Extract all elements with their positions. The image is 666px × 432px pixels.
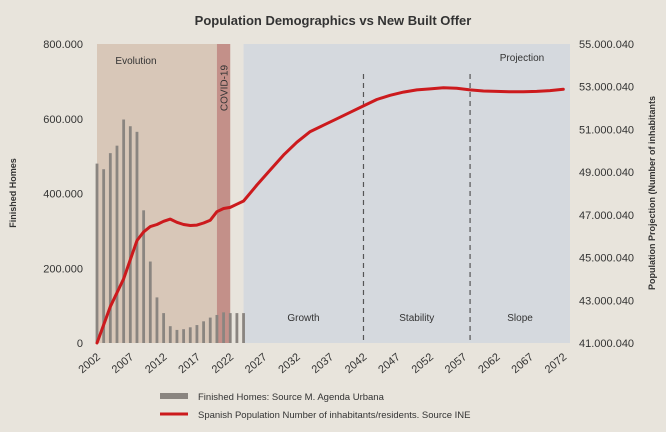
bar bbox=[115, 145, 119, 343]
covid-label: COVID-19 bbox=[220, 65, 231, 112]
bar bbox=[148, 261, 152, 343]
legend-bar-label: Finished Homes: Source M. Agenda Urbana bbox=[198, 392, 385, 403]
x-tick-label: 2037 bbox=[310, 351, 336, 376]
y-left-ticks: 0 200.000 400.000 600.000 800.000 bbox=[43, 39, 83, 350]
bar bbox=[108, 153, 112, 343]
y-left-tick-label: 600.000 bbox=[43, 114, 83, 126]
legend: Finished Homes: Source M. Agenda Urbana … bbox=[160, 392, 471, 421]
x-tick-label: 2062 bbox=[476, 351, 502, 376]
y-left-tick-label: 400.000 bbox=[43, 189, 83, 201]
x-tick-label: 2002 bbox=[76, 351, 102, 376]
bar bbox=[142, 210, 146, 343]
x-tick-label: 2042 bbox=[343, 351, 369, 376]
bar bbox=[228, 313, 232, 343]
bar bbox=[202, 321, 205, 343]
x-tick-label: 2012 bbox=[143, 351, 169, 376]
covid-band bbox=[216, 44, 231, 343]
bar-series bbox=[95, 119, 245, 343]
y-left-tick-label: 0 bbox=[77, 338, 83, 350]
chart-title: Population Demographics vs New Built Off… bbox=[195, 13, 472, 28]
y-right-tick-label: 41.000.040 bbox=[579, 338, 634, 350]
bar bbox=[122, 119, 126, 343]
y-right-axis-label: Population Projection (Number of inhabit… bbox=[647, 96, 657, 290]
y-right-tick-label: 51.000.040 bbox=[579, 124, 634, 136]
bar bbox=[195, 325, 199, 343]
bar bbox=[222, 312, 225, 343]
x-tick-label: 2007 bbox=[110, 351, 136, 376]
bar bbox=[162, 313, 166, 343]
y-right-tick-label: 55.000.040 bbox=[579, 39, 634, 51]
y-right-tick-label: 53.000.040 bbox=[579, 82, 634, 94]
bar bbox=[135, 131, 139, 343]
bar bbox=[128, 126, 132, 343]
bar bbox=[95, 163, 99, 343]
bar bbox=[188, 327, 192, 343]
growth-label: Growth bbox=[287, 313, 319, 324]
bar bbox=[102, 169, 106, 343]
y-right-tick-label: 43.000.040 bbox=[579, 295, 634, 307]
y-left-tick-label: 800.000 bbox=[43, 39, 83, 51]
y-right-tick-label: 49.000.040 bbox=[579, 167, 634, 179]
x-tick-label: 2072 bbox=[543, 351, 569, 376]
legend-bar-swatch bbox=[160, 393, 188, 399]
evolution-label: Evolution bbox=[115, 56, 156, 67]
x-tick-label: 2032 bbox=[276, 351, 302, 376]
legend-line-label: Spanish Population Number of inhabitants… bbox=[198, 410, 471, 421]
x-tick-label: 2047 bbox=[376, 351, 402, 376]
y-right-tick-label: 45.000.040 bbox=[579, 253, 634, 265]
bar bbox=[208, 317, 212, 343]
x-tick-label: 2067 bbox=[509, 351, 535, 376]
bar bbox=[175, 329, 179, 343]
bar bbox=[215, 314, 219, 343]
y-left-tick-label: 200.000 bbox=[43, 263, 83, 275]
x-tick-label: 2057 bbox=[443, 351, 469, 376]
x-tick-label: 2027 bbox=[243, 351, 269, 376]
stability-label: Stability bbox=[399, 313, 434, 324]
region-labels: Evolution COVID-19 Projection Growth Sta… bbox=[115, 53, 544, 324]
projection-label: Projection bbox=[500, 53, 544, 64]
line-series bbox=[95, 86, 565, 345]
bar bbox=[155, 297, 159, 343]
population-line bbox=[95, 86, 565, 345]
x-ticks: 2002 2007 2012 2017 2022 2027 2032 2037 2042 2047… bbox=[76, 351, 569, 376]
projection-band bbox=[243, 44, 570, 343]
y-left-axis-label: Finished Homes bbox=[8, 158, 18, 228]
plot-background bbox=[97, 44, 570, 343]
bar bbox=[235, 313, 239, 343]
x-tick-label: 2022 bbox=[210, 351, 236, 376]
bar bbox=[182, 329, 186, 343]
y-right-tick-label: 47.000.040 bbox=[579, 210, 634, 222]
bar bbox=[242, 313, 245, 343]
slope-label: Slope bbox=[507, 313, 533, 324]
bar bbox=[168, 326, 172, 343]
y-right-ticks: 41.000.040 43.000.040 45.000.040 47.000.040… bbox=[579, 39, 634, 350]
x-tick-label: 2052 bbox=[410, 351, 436, 376]
x-tick-label: 2017 bbox=[176, 351, 202, 376]
